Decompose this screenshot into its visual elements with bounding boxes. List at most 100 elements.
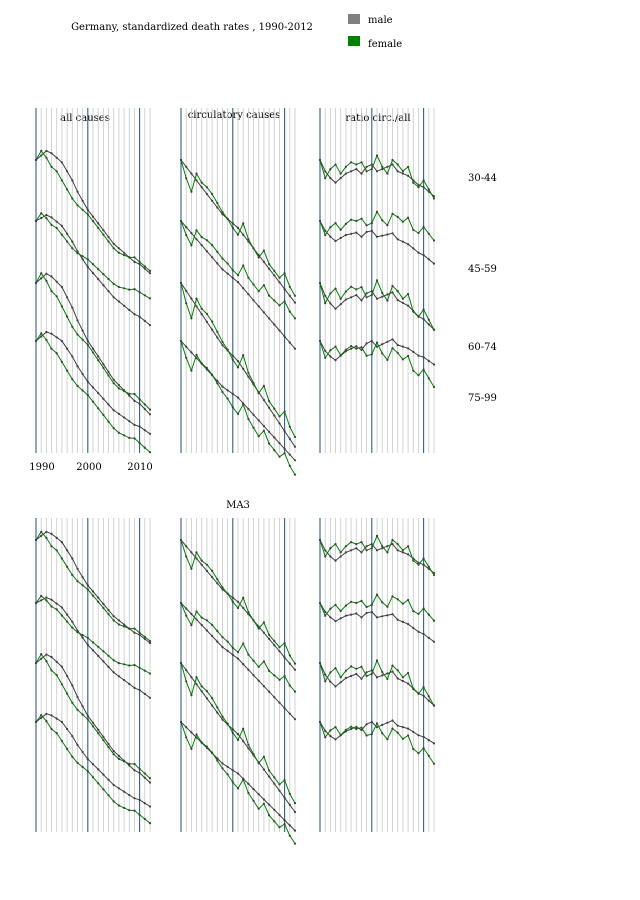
data-point-female — [288, 684, 291, 687]
data-point-male — [344, 676, 347, 680]
data-point-male — [262, 311, 265, 314]
data-point-female — [200, 616, 203, 619]
data-point-male — [226, 389, 229, 392]
data-point-male — [216, 336, 219, 339]
data-point-female — [381, 601, 384, 604]
data-point-female — [401, 220, 404, 223]
data-point-female — [288, 654, 291, 657]
data-point-male — [133, 686, 136, 690]
data-point-female — [432, 762, 436, 765]
data-point-female — [91, 776, 95, 779]
data-point-male — [370, 610, 373, 614]
data-point-female — [375, 722, 379, 725]
data-point-female — [247, 371, 250, 374]
data-point-male — [396, 724, 399, 727]
data-point-female — [97, 226, 100, 229]
data-point-female — [179, 661, 183, 665]
data-point-male — [283, 707, 286, 710]
data-point-male — [375, 297, 379, 300]
data-point-female — [262, 284, 265, 287]
data-point-male — [242, 740, 245, 743]
data-point-female — [117, 623, 120, 626]
data-point-male — [273, 644, 276, 647]
data-point-male — [86, 758, 89, 761]
data-point-male — [401, 172, 404, 175]
data-point-female — [143, 294, 146, 297]
data-point-female — [350, 161, 353, 164]
data-point-female — [40, 332, 43, 335]
data-point-male — [71, 179, 74, 182]
data-point-male — [236, 281, 240, 284]
data-point-female — [427, 613, 430, 616]
data-point-female — [200, 741, 203, 744]
data-point-female — [288, 464, 291, 467]
data-point-female — [226, 397, 229, 400]
data-point-male — [329, 177, 332, 180]
data-point-male — [365, 292, 368, 295]
data-point-male — [365, 671, 368, 674]
data-point-male — [360, 235, 363, 238]
data-point-male — [148, 696, 152, 699]
data-point-female — [350, 600, 353, 603]
data-point-male — [97, 222, 100, 225]
data-point-female — [200, 362, 203, 365]
data-point-male — [71, 620, 74, 623]
data-point-female — [231, 781, 234, 784]
data-point-female — [66, 620, 69, 623]
data-point-male — [143, 407, 146, 411]
data-point-female — [190, 369, 193, 372]
data-point-male — [45, 272, 48, 275]
data-point-male — [401, 240, 404, 243]
data-point-male — [40, 154, 43, 157]
data-point-male — [355, 672, 358, 676]
data-point-male — [370, 339, 373, 343]
data-point-male — [226, 649, 229, 653]
data-point-female — [375, 210, 379, 213]
data-point-male — [97, 596, 100, 599]
data-point-female — [128, 762, 131, 765]
data-point-female — [117, 431, 120, 434]
data-point-male — [293, 718, 297, 721]
data-point-female — [45, 217, 48, 220]
data-point-female — [355, 727, 358, 731]
data-point-male — [117, 754, 120, 758]
data-point-male — [221, 588, 224, 591]
data-point-female — [91, 725, 95, 728]
data-point-female — [138, 441, 141, 445]
data-point-female — [386, 551, 389, 554]
data-point-male — [221, 344, 224, 347]
data-point-male — [355, 725, 358, 728]
data-point-female — [417, 374, 420, 377]
data-point-female — [107, 374, 110, 377]
data-point-female — [432, 239, 436, 242]
data-point-male — [112, 783, 115, 787]
data-point-female — [288, 792, 291, 796]
data-point-male — [427, 258, 430, 261]
data-point-female — [143, 817, 146, 821]
data-point-female — [40, 212, 43, 215]
data-point-male — [86, 643, 89, 647]
data-point-male — [236, 733, 240, 736]
data-point-female — [365, 674, 368, 678]
data-point-female — [91, 220, 95, 223]
data-point-male — [324, 549, 327, 552]
panel-raw-1 — [34, 108, 152, 454]
data-point-female — [396, 669, 399, 672]
data-point-male — [60, 606, 64, 609]
data-point-male — [148, 432, 152, 435]
data-point-female — [226, 348, 229, 351]
data-point-male — [278, 789, 281, 792]
data-point-female — [375, 341, 379, 344]
data-point-male — [221, 718, 224, 721]
data-point-female — [55, 608, 58, 611]
data-point-male — [185, 607, 188, 610]
data-point-female — [318, 158, 322, 162]
data-point-female — [242, 354, 245, 357]
data-point-male — [386, 672, 389, 675]
data-point-female — [355, 543, 358, 546]
data-point-male — [381, 615, 384, 618]
data-point-male — [190, 172, 193, 175]
data-point-female — [391, 727, 394, 730]
data-point-male — [40, 277, 43, 280]
data-point-male — [355, 168, 358, 171]
